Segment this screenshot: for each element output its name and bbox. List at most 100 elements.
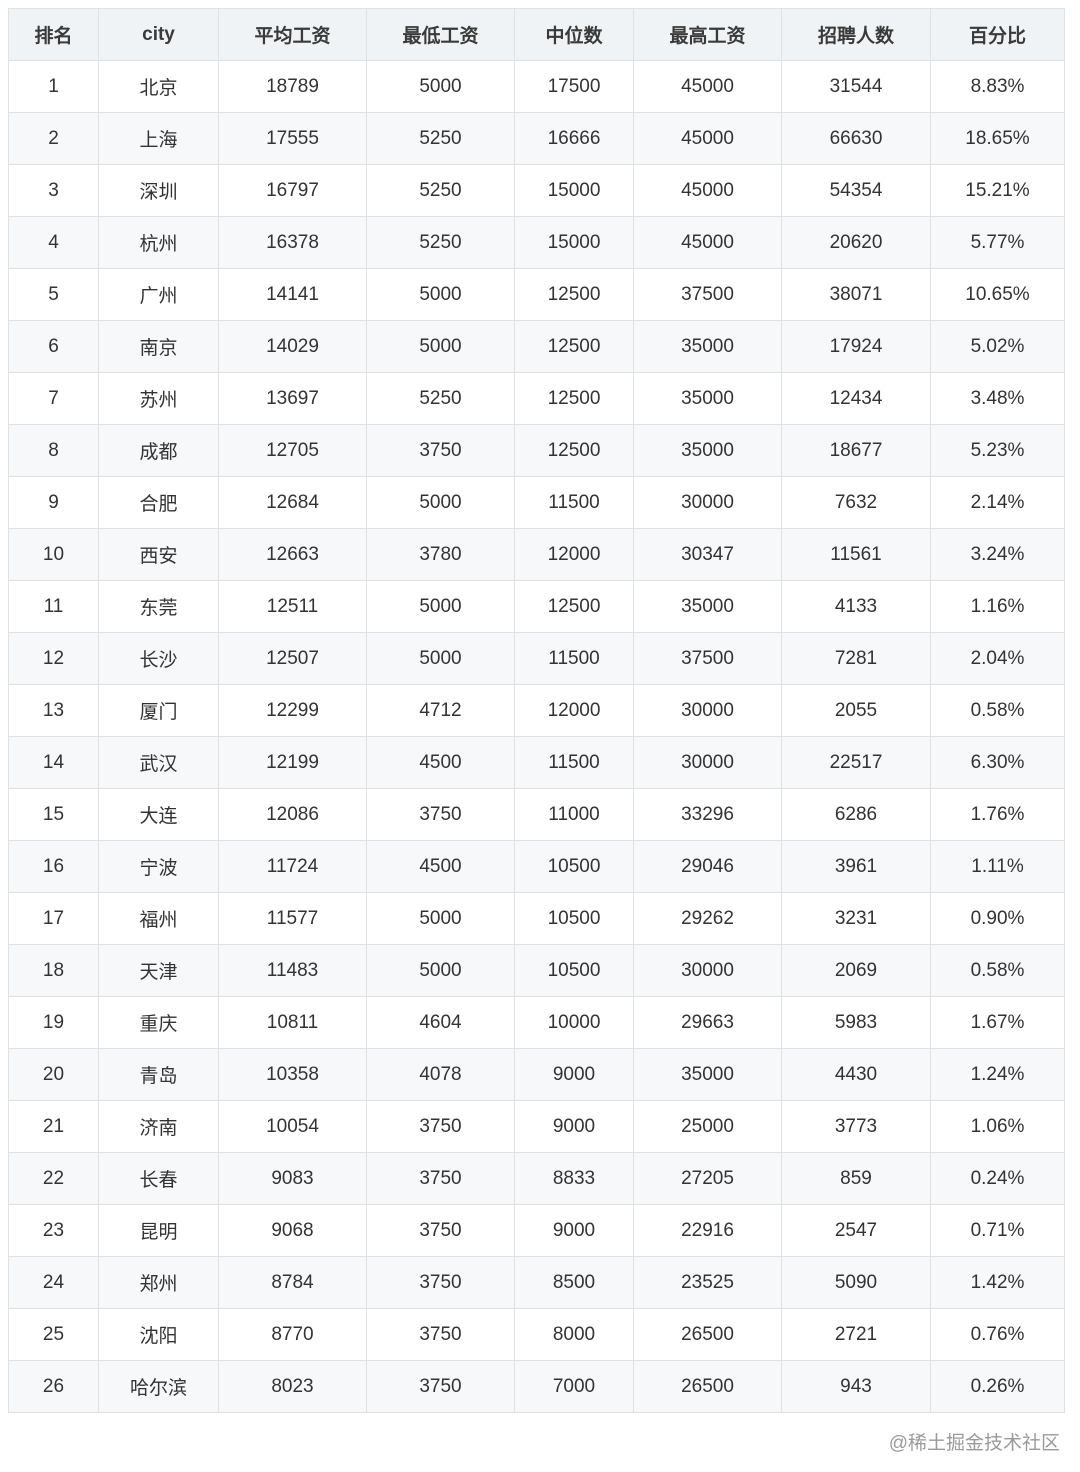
table-cell: 厦门: [98, 684, 219, 737]
table-cell: 5250: [366, 112, 515, 165]
table-cell: 1.11%: [930, 840, 1065, 893]
table-cell: 5250: [366, 216, 515, 269]
table-cell: 17: [8, 892, 99, 945]
table-cell: 北京: [98, 60, 219, 113]
table-cell: 9000: [514, 1204, 634, 1257]
table-cell: 12000: [514, 528, 634, 581]
table-cell: 6: [8, 320, 99, 373]
table-cell: 4500: [366, 840, 515, 893]
column-header: city: [98, 8, 219, 61]
column-header: 招聘人数: [781, 8, 931, 61]
table-cell: 45000: [633, 216, 782, 269]
table-cell: 8: [8, 424, 99, 477]
table-cell: 长沙: [98, 632, 219, 685]
table-cell: 15.21%: [930, 164, 1065, 217]
table-cell: 8.83%: [930, 60, 1065, 113]
table-cell: 18789: [218, 60, 367, 113]
table-cell: 9000: [514, 1100, 634, 1153]
table-row: 3 深圳 16797 5250 15000 45000 54354 15.21%: [8, 164, 1065, 217]
table-cell: 35000: [633, 1048, 782, 1101]
salary-table: 排名 city 平均工资 最低工资 中位数 最高工资 招聘人数 百分比 1 北京 18789 500…: [8, 8, 1065, 1413]
table-row: 12 长沙 12507 5000 11500 37500 7281 2.04%: [8, 632, 1065, 685]
table-row: 22 长春 9083 3750 8833 27205 859 0.24%: [8, 1152, 1065, 1205]
table-cell: 12000: [514, 684, 634, 737]
table-cell: 8833: [514, 1152, 634, 1205]
table-cell: 45000: [633, 112, 782, 165]
table-cell: 3750: [366, 1308, 515, 1361]
table-cell: 8784: [218, 1256, 367, 1309]
table-cell: 广州: [98, 268, 219, 321]
table-cell: 12434: [781, 372, 931, 425]
table-cell: 10500: [514, 944, 634, 997]
table-cell: 1.06%: [930, 1100, 1065, 1153]
table-cell: 12684: [218, 476, 367, 529]
table-cell: 8000: [514, 1308, 634, 1361]
table-cell: 15000: [514, 216, 634, 269]
table-cell: 0.76%: [930, 1308, 1065, 1361]
table-cell: 7000: [514, 1360, 634, 1413]
table-cell: 杭州: [98, 216, 219, 269]
table-cell: 6286: [781, 788, 931, 841]
table-cell: 10811: [218, 996, 367, 1049]
table-cell: 0.58%: [930, 684, 1065, 737]
table-cell: 11483: [218, 944, 367, 997]
table-cell: 南京: [98, 320, 219, 373]
table-cell: 5000: [366, 892, 515, 945]
table-cell: 45000: [633, 60, 782, 113]
table-cell: 16: [8, 840, 99, 893]
table-cell: 5.77%: [930, 216, 1065, 269]
table-cell: 20620: [781, 216, 931, 269]
table-cell: 21: [8, 1100, 99, 1153]
table-cell: 青岛: [98, 1048, 219, 1101]
table-cell: 18677: [781, 424, 931, 477]
table-cell: 5000: [366, 580, 515, 633]
table-cell: 1.42%: [930, 1256, 1065, 1309]
table-cell: 东莞: [98, 580, 219, 633]
table-row: 18 天津 11483 5000 10500 30000 2069 0.58%: [8, 944, 1065, 997]
table-row: 7 苏州 13697 5250 12500 35000 12434 3.48%: [8, 372, 1065, 425]
table-cell: 11561: [781, 528, 931, 581]
table-cell: 大连: [98, 788, 219, 841]
table-cell: 14: [8, 736, 99, 789]
column-header: 中位数: [514, 8, 634, 61]
table-cell: 2547: [781, 1204, 931, 1257]
table-cell: 15: [8, 788, 99, 841]
table-cell: 26: [8, 1360, 99, 1413]
table-cell: 0.24%: [930, 1152, 1065, 1205]
table-cell: 11: [8, 580, 99, 633]
table-cell: 12500: [514, 580, 634, 633]
table-row: 26 哈尔滨 8023 3750 7000 26500 943 0.26%: [8, 1360, 1065, 1413]
table-cell: 2.14%: [930, 476, 1065, 529]
table-cell: 9: [8, 476, 99, 529]
table-cell: 859: [781, 1152, 931, 1205]
table-cell: 5000: [366, 944, 515, 997]
table-cell: 29046: [633, 840, 782, 893]
column-header: 平均工资: [218, 8, 367, 61]
table-cell: 5: [8, 268, 99, 321]
table-cell: 26500: [633, 1308, 782, 1361]
table-cell: 26500: [633, 1360, 782, 1413]
table-cell: 3.24%: [930, 528, 1065, 581]
table-cell: 35000: [633, 424, 782, 477]
table-cell: 2.04%: [930, 632, 1065, 685]
table-cell: 12500: [514, 320, 634, 373]
table-cell: 3750: [366, 1152, 515, 1205]
table-cell: 2069: [781, 944, 931, 997]
table-cell: 济南: [98, 1100, 219, 1153]
table-row: 21 济南 10054 3750 9000 25000 3773 1.06%: [8, 1100, 1065, 1153]
column-header: 最高工资: [633, 8, 782, 61]
table-cell: 4604: [366, 996, 515, 1049]
table-cell: 4712: [366, 684, 515, 737]
table-cell: 成都: [98, 424, 219, 477]
table-cell: 1.16%: [930, 580, 1065, 633]
table-cell: 12299: [218, 684, 367, 737]
table-cell: 37500: [633, 268, 782, 321]
table-row: 24 郑州 8784 3750 8500 23525 5090 1.42%: [8, 1256, 1065, 1309]
table-cell: 5000: [366, 320, 515, 373]
table-cell: 16797: [218, 164, 367, 217]
table-cell: 12511: [218, 580, 367, 633]
table-cell: 3231: [781, 892, 931, 945]
table-cell: 10.65%: [930, 268, 1065, 321]
table-row: 1 北京 18789 5000 17500 45000 31544 8.83%: [8, 60, 1065, 113]
table-cell: 3750: [366, 424, 515, 477]
